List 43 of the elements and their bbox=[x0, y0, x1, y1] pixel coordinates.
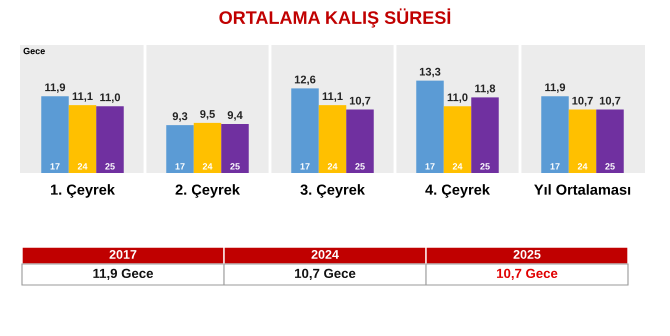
series-label: 24 bbox=[78, 163, 88, 170]
text: 24 bbox=[202, 163, 212, 170]
data-label: 11,0 bbox=[100, 93, 120, 103]
data-label: 10,7 bbox=[572, 96, 593, 106]
text: 25 bbox=[480, 163, 490, 170]
data-label: 11,1 bbox=[72, 92, 93, 102]
text: 25 bbox=[355, 163, 365, 170]
data-label: 11,9 bbox=[545, 83, 566, 93]
data-label: 11,9 bbox=[45, 83, 66, 93]
data-label: 11,1 bbox=[322, 92, 343, 102]
data-label: 10,7 bbox=[350, 96, 370, 106]
text: 11,9 Gece bbox=[93, 268, 153, 280]
x-tick-label: 1. Çeyrek bbox=[50, 184, 115, 198]
series-label: 25 bbox=[105, 163, 115, 170]
text: 25 bbox=[605, 163, 615, 170]
text: 24 bbox=[328, 163, 338, 170]
text: 2024 bbox=[312, 250, 339, 259]
text: 17 bbox=[176, 163, 185, 170]
data-label: 11,8 bbox=[475, 84, 496, 94]
x-tick-label: 2. Çeyrek bbox=[176, 184, 240, 198]
data-label: 13,3 bbox=[420, 68, 440, 78]
data-label: 9,4 bbox=[228, 111, 243, 121]
text: 2017 bbox=[110, 250, 136, 259]
text: 17 bbox=[426, 163, 435, 170]
text: 17 bbox=[550, 163, 560, 170]
data-label: 10,7 bbox=[600, 96, 620, 106]
text: 24 bbox=[452, 163, 462, 170]
text: 2025 bbox=[514, 250, 541, 259]
data-label: 9,5 bbox=[200, 110, 215, 120]
text: 10,7 Gece bbox=[497, 268, 558, 280]
text: 25 bbox=[230, 163, 240, 170]
text: 24 bbox=[578, 163, 588, 170]
y-axis-title: Gece bbox=[23, 48, 45, 54]
x-tick-label: 4. Çeyrek bbox=[425, 184, 490, 198]
series-label: 17 bbox=[50, 163, 60, 170]
x-tick-label: Yıl Ortalaması bbox=[534, 184, 630, 195]
data-label: 9,3 bbox=[172, 112, 188, 122]
text: 10,7 Gece bbox=[295, 268, 356, 280]
x-tick-label: 3. Çeyrek bbox=[300, 184, 365, 198]
data-label: 12,6 bbox=[294, 76, 316, 86]
chart-title: ORTALAMA KALIŞ SÜRESİ bbox=[219, 8, 450, 28]
text: 17 bbox=[300, 163, 310, 170]
data-label: 11,0 bbox=[448, 93, 468, 103]
